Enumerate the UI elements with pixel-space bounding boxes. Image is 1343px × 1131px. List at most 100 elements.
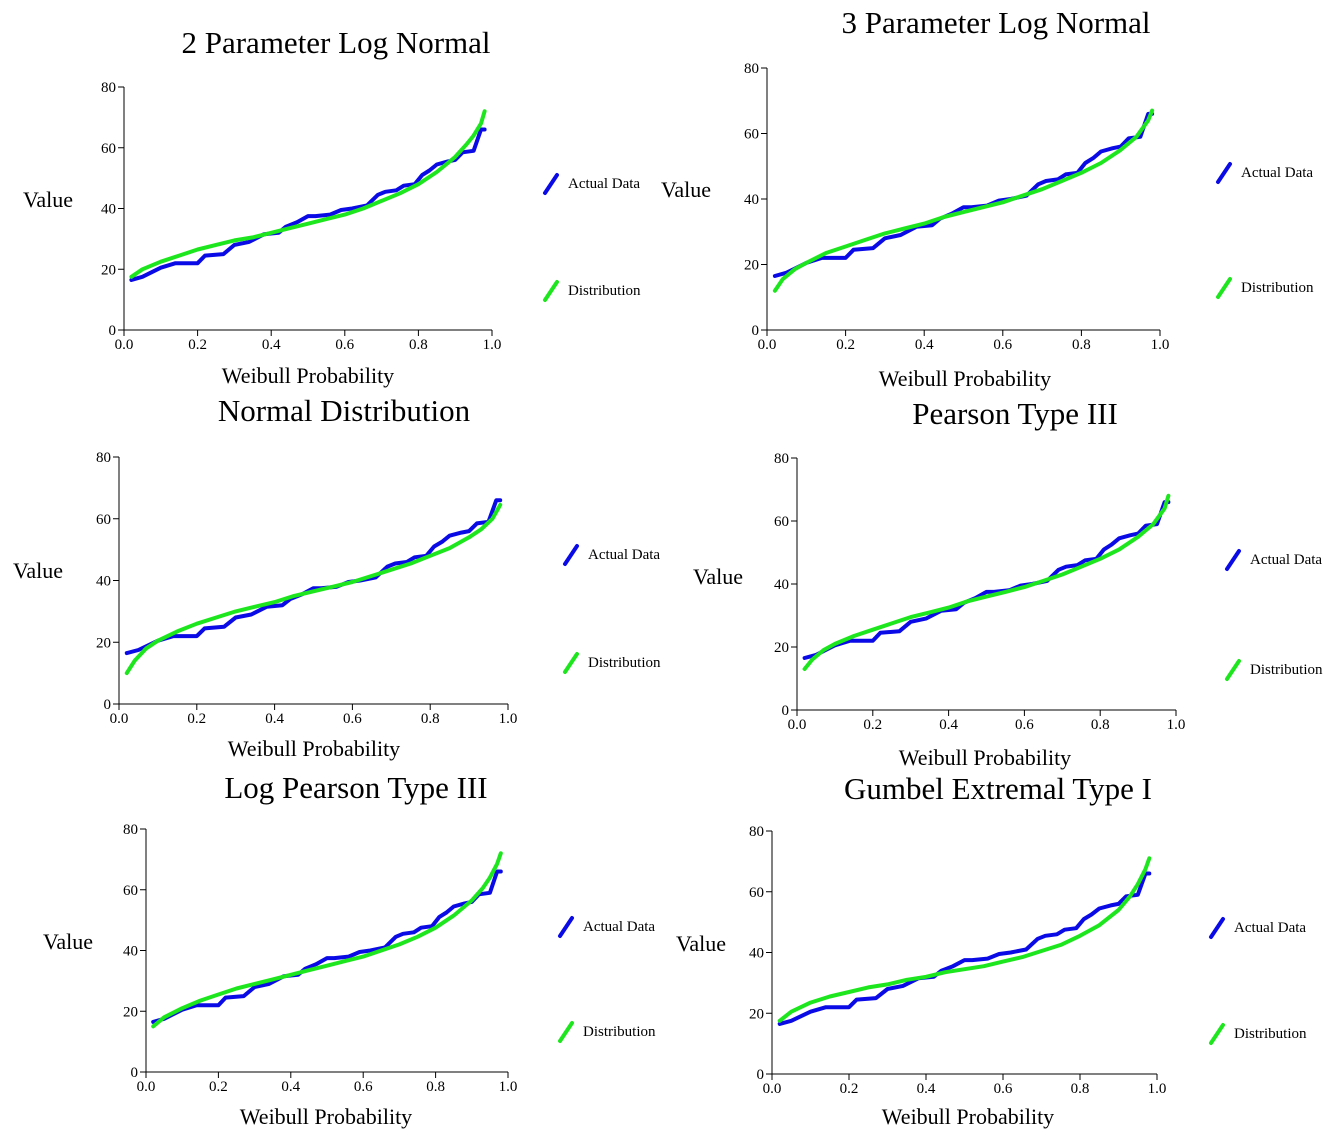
x-tick-label: 0.2	[840, 1081, 859, 1097]
x-tick-label: 0.0	[788, 717, 807, 733]
y-tick-label: 40	[749, 946, 764, 962]
actual-data-line	[151, 869, 503, 1024]
distribution-line	[151, 851, 503, 1029]
distribution-line	[129, 109, 487, 279]
y-tick-label: 0	[757, 1067, 765, 1083]
x-tick-label: 1.0	[483, 337, 502, 353]
y-tick-label: 20	[96, 635, 111, 651]
distribution-line	[124, 502, 503, 676]
legend-distribution-label: Distribution	[1241, 280, 1314, 296]
y-tick-label: 60	[744, 127, 759, 143]
y-tick-label: 40	[123, 944, 138, 960]
legend-actual-data-swatch	[1209, 917, 1225, 939]
x-tick-label: 0.4	[281, 1079, 300, 1095]
y-tick-label: 20	[744, 258, 759, 274]
x-axis-label: Weibull Probability	[899, 745, 1071, 770]
x-tick-label: 0.2	[209, 1079, 228, 1095]
y-tick-label: 20	[123, 1004, 138, 1020]
x-tick-label: 0.6	[335, 337, 354, 353]
x-tick-label: 0.4	[265, 711, 284, 727]
y-tick-label: 80	[123, 822, 138, 838]
x-tick-label: 1.0	[1148, 1081, 1167, 1097]
x-tick-label: 0.2	[187, 711, 206, 727]
y-tick-label: 20	[101, 262, 116, 278]
chart-title: Pearson Type III	[912, 396, 1118, 431]
y-tick-label: 40	[774, 577, 789, 593]
actual-data-line	[129, 127, 487, 282]
legend-actual-data-label: Actual Data	[1241, 165, 1313, 181]
x-tick-label: 1.0	[499, 1079, 518, 1095]
y-axis-label: Value	[693, 564, 743, 589]
y-tick-label: 80	[744, 61, 759, 77]
x-tick-label: 0.8	[421, 711, 440, 727]
legend-distribution-swatch	[558, 1021, 574, 1043]
x-tick-label: 0.6	[994, 1081, 1013, 1097]
x-tick-label: 0.2	[863, 717, 882, 733]
legend-distribution-swatch	[563, 652, 579, 674]
chart-panel: Normal Distribution Value Weibull Probabil…	[13, 393, 661, 761]
legend-actual-data-label: Actual Data	[583, 919, 655, 935]
x-tick-label: 0.4	[917, 1081, 936, 1097]
x-tick-label: 0.0	[110, 711, 129, 727]
x-tick-label: 0.0	[758, 337, 777, 353]
x-tick-label: 0.0	[763, 1081, 782, 1097]
y-tick-label: 0	[782, 703, 790, 719]
legend-distribution-swatch	[1225, 659, 1241, 681]
chart-title: Normal Distribution	[218, 393, 471, 428]
y-tick-label: 0	[752, 323, 760, 339]
x-tick-label: 0.8	[409, 337, 428, 353]
legend-distribution-swatch	[543, 280, 559, 302]
y-tick-label: 80	[774, 451, 789, 467]
legend-actual-data-swatch	[543, 173, 559, 195]
x-tick-label: 0.2	[836, 337, 855, 353]
legend-actual-data-label: Actual Data	[588, 547, 660, 563]
actual-data-line	[802, 500, 1171, 660]
distribution-line	[777, 856, 1152, 1023]
legend-actual-data-label: Actual Data	[568, 176, 640, 192]
chart-title: Gumbel Extremal Type I	[844, 771, 1152, 806]
y-tick-label: 40	[744, 192, 759, 208]
legend-distribution-label: Distribution	[1234, 1026, 1307, 1042]
y-tick-label: 60	[101, 141, 116, 157]
x-tick-label: 0.2	[188, 337, 207, 353]
x-tick-label: 0.8	[1072, 337, 1091, 353]
legend-actual-data-swatch	[1216, 162, 1232, 184]
y-tick-label: 60	[749, 885, 764, 901]
y-tick-label: 0	[109, 323, 117, 339]
y-axis-label: Value	[13, 558, 63, 583]
y-tick-label: 60	[96, 512, 111, 528]
legend-distribution-swatch	[1216, 277, 1232, 299]
legend-actual-data-swatch	[1225, 549, 1241, 571]
x-tick-label: 0.4	[939, 717, 958, 733]
y-tick-label: 80	[101, 80, 116, 96]
x-tick-label: 0.4	[915, 337, 934, 353]
legend-actual-data-swatch	[563, 544, 579, 566]
x-tick-label: 0.8	[1091, 717, 1110, 733]
x-tick-label: 0.0	[137, 1079, 156, 1095]
x-tick-label: 0.6	[354, 1079, 373, 1095]
legend-distribution-label: Distribution	[588, 655, 661, 671]
y-tick-label: 80	[749, 824, 764, 840]
chart-panel: 2 Parameter Log Normal Value Weibull Proba…	[23, 25, 641, 388]
x-tick-label: 0.8	[1071, 1081, 1090, 1097]
legend-actual-data-label: Actual Data	[1250, 552, 1322, 568]
chart-panel: Gumbel Extremal Type I Value Weibull Proba…	[676, 771, 1307, 1129]
legend-actual-data-swatch	[558, 916, 574, 938]
y-tick-label: 40	[101, 202, 116, 218]
distribution-line	[772, 108, 1155, 293]
x-tick-label: 0.6	[343, 711, 362, 727]
x-tick-label: 1.0	[1167, 717, 1186, 733]
y-axis-label: Value	[661, 177, 711, 202]
x-tick-label: 0.6	[1015, 717, 1034, 733]
chart-panel: 3 Parameter Log Normal Value Weibull Proba…	[661, 5, 1314, 391]
legend-actual-data-label: Actual Data	[1234, 920, 1306, 936]
y-axis-label: Value	[23, 187, 73, 212]
chart-panel: Log Pearson Type III Value Weibull Probabi…	[43, 770, 656, 1129]
x-axis-label: Weibull Probability	[879, 366, 1051, 391]
legend-distribution-swatch	[1209, 1023, 1225, 1045]
chart-title: 2 Parameter Log Normal	[181, 25, 490, 60]
y-tick-label: 20	[749, 1006, 764, 1022]
x-tick-label: 0.4	[262, 337, 281, 353]
legend-distribution-label: Distribution	[568, 283, 641, 299]
